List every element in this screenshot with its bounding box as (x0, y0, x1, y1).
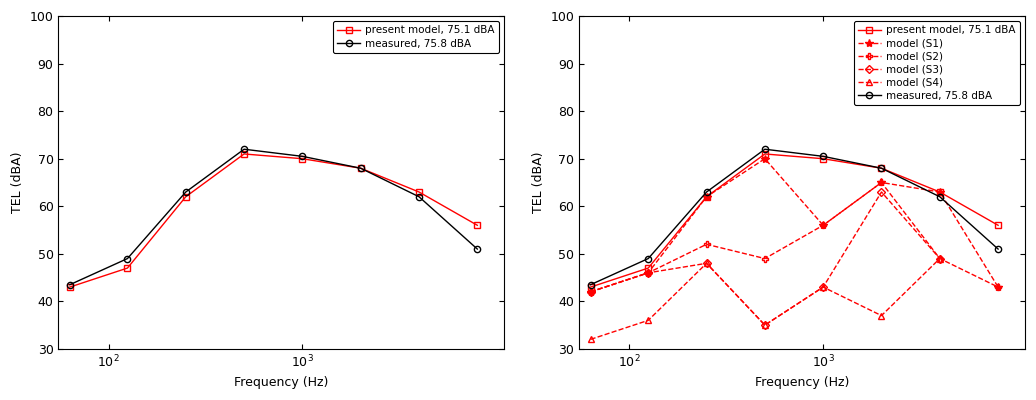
measured, 75.8 dBA (875, 166, 888, 171)
present model, 75.1 dBA (933, 190, 946, 194)
present model, 75.1 dBA (991, 223, 1004, 228)
measured, 75.8 dBA (642, 256, 655, 261)
model (S4) (758, 323, 771, 328)
model (S2) (758, 256, 771, 261)
measured, 75.8 dBA (121, 256, 134, 261)
Line: model (S1): model (S1) (586, 154, 1002, 296)
model (S3) (700, 261, 713, 266)
model (S1) (933, 190, 946, 194)
present model, 75.1 dBA (584, 285, 597, 290)
X-axis label: Frequency (Hz): Frequency (Hz) (755, 376, 850, 389)
Line: present model, 75.1 dBA: present model, 75.1 dBA (587, 151, 1001, 290)
Line: present model, 75.1 dBA: present model, 75.1 dBA (66, 151, 481, 290)
measured, 75.8 dBA (412, 194, 425, 199)
measured, 75.8 dBA (354, 166, 367, 171)
present model, 75.1 dBA (296, 156, 309, 161)
measured, 75.8 dBA (700, 190, 713, 194)
present model, 75.1 dBA (412, 190, 425, 194)
present model, 75.1 dBA (354, 166, 367, 171)
model (S2) (700, 242, 713, 247)
present model, 75.1 dBA (238, 152, 251, 156)
present model, 75.1 dBA (642, 266, 655, 270)
model (S2) (817, 223, 830, 228)
measured, 75.8 dBA (179, 190, 192, 194)
model (S1) (700, 194, 713, 199)
Y-axis label: TEL (dBA): TEL (dBA) (11, 152, 24, 213)
present model, 75.1 dBA (63, 285, 76, 290)
measured, 75.8 dBA (817, 154, 830, 159)
model (S4) (933, 256, 946, 261)
measured, 75.8 dBA (296, 154, 309, 159)
present model, 75.1 dBA (121, 266, 134, 270)
model (S1) (991, 285, 1004, 290)
X-axis label: Frequency (Hz): Frequency (Hz) (234, 376, 328, 389)
model (S2) (642, 270, 655, 275)
measured, 75.8 dBA (991, 247, 1004, 252)
present model, 75.1 dBA (758, 152, 771, 156)
model (S3) (642, 270, 655, 275)
model (S4) (642, 318, 655, 323)
model (S2) (584, 290, 597, 294)
model (S3) (758, 323, 771, 328)
present model, 75.1 dBA (471, 223, 484, 228)
measured, 75.8 dBA (758, 147, 771, 152)
model (S4) (817, 285, 830, 290)
model (S4) (875, 313, 888, 318)
model (S2) (933, 256, 946, 261)
present model, 75.1 dBA (875, 166, 888, 171)
model (S1) (758, 156, 771, 161)
measured, 75.8 dBA (584, 282, 597, 287)
model (S1) (817, 223, 830, 228)
model (S3) (875, 190, 888, 194)
model (S1) (642, 270, 655, 275)
Legend: present model, 75.1 dBA, measured, 75.8 dBA: present model, 75.1 dBA, measured, 75.8 … (333, 21, 499, 53)
model (S4) (700, 261, 713, 266)
present model, 75.1 dBA (700, 194, 713, 199)
model (S3) (933, 256, 946, 261)
Line: measured, 75.8 dBA: measured, 75.8 dBA (587, 146, 1001, 288)
measured, 75.8 dBA (63, 282, 76, 287)
model (S4) (584, 337, 597, 342)
present model, 75.1 dBA (817, 156, 830, 161)
model (S2) (875, 180, 888, 185)
model (S3) (817, 285, 830, 290)
Line: model (S3): model (S3) (587, 189, 943, 328)
Line: measured, 75.8 dBA: measured, 75.8 dBA (66, 146, 481, 288)
model (S1) (584, 290, 597, 294)
model (S1) (875, 180, 888, 185)
measured, 75.8 dBA (933, 194, 946, 199)
Line: model (S4): model (S4) (587, 255, 943, 343)
Y-axis label: TEL (dBA): TEL (dBA) (531, 152, 545, 213)
measured, 75.8 dBA (238, 147, 251, 152)
Line: model (S2): model (S2) (587, 179, 1002, 295)
model (S3) (584, 290, 597, 294)
present model, 75.1 dBA (179, 194, 192, 199)
measured, 75.8 dBA (471, 247, 484, 252)
model (S2) (991, 285, 1004, 290)
Legend: present model, 75.1 dBA, model (S1), model (S2), model (S3), model (S4), measure: present model, 75.1 dBA, model (S1), mod… (854, 21, 1019, 105)
